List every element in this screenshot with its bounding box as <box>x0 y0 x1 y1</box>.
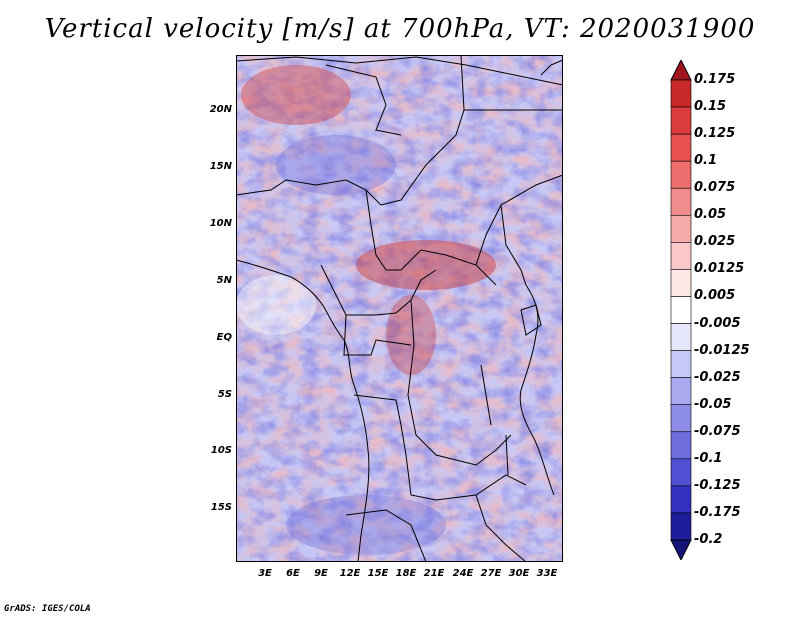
lat-label-10s: 10S <box>210 445 232 456</box>
lon-label-3e: 3E <box>258 568 272 579</box>
colorbar-segment <box>670 350 692 378</box>
colorbar-level-label: 0.075 <box>694 180 736 196</box>
colorbar-segment <box>670 133 692 162</box>
colorbar-segment <box>670 106 692 135</box>
colorbar-level-label: -0.005 <box>694 315 741 331</box>
coastlines-and-borders <box>236 55 563 562</box>
west-africa-coastline <box>236 259 370 562</box>
field-blue-patches <box>236 55 563 562</box>
lat-label-5n: 5N <box>216 275 232 286</box>
colorbar-level-label: 0.05 <box>694 207 727 223</box>
descent-sahara <box>276 135 396 195</box>
colorbar-level-label: 0.1 <box>694 153 718 169</box>
lat-label-eq: EQ <box>216 332 232 343</box>
lon-label-24e: 24E <box>452 568 474 579</box>
border-line-2 <box>236 55 465 206</box>
mediterranean-coast <box>236 56 563 86</box>
colorbar-level-label: -0.125 <box>694 477 741 493</box>
colorbar-segment <box>670 431 692 460</box>
colorbar-level-label: 0.0125 <box>694 261 745 277</box>
border-line-1 <box>325 64 402 136</box>
lake-shore-1 <box>520 304 542 336</box>
colorbar <box>670 60 692 560</box>
lake-shore-2 <box>480 364 492 426</box>
lake-shore-3 <box>505 434 509 476</box>
border-line-9 <box>353 394 527 501</box>
colorbar-level-label: -0.05 <box>694 396 732 412</box>
colorbar-segment <box>670 404 692 433</box>
border-line-8 <box>407 299 512 466</box>
lat-label-10n: 10N <box>209 218 232 229</box>
colorbar-segment <box>670 214 692 243</box>
lon-label-33e: 33E <box>536 568 558 579</box>
colorbar-level-label: -0.2 <box>694 532 723 547</box>
colorbar-segment <box>670 269 692 297</box>
border-line-6 <box>320 264 437 316</box>
border-line-7 <box>343 314 412 356</box>
colorbar-level-label: 0.025 <box>694 234 736 250</box>
colorbar-segment <box>670 485 692 514</box>
colorbar-level-label: 0.005 <box>694 288 736 304</box>
lon-label-6e: 6E <box>286 568 300 579</box>
colorbar-segment <box>670 458 692 487</box>
colorbar-segment <box>670 160 692 189</box>
colorbar-level-label: 0.175 <box>694 72 736 87</box>
colorbar-level-label: -0.075 <box>694 423 741 439</box>
lon-label-9e: 9E <box>314 568 328 579</box>
border-line-12 <box>500 204 527 286</box>
descent-south <box>286 495 446 555</box>
strong-ascent-congo <box>386 295 436 375</box>
map-title: Vertical velocity [m/s] at 700hPa, VT: 2… <box>44 14 756 44</box>
colorbar-level-label: 0.15 <box>694 99 727 115</box>
colorbar-segment <box>670 79 692 108</box>
lon-label-27e: 27E <box>480 568 502 579</box>
colorbar-segment <box>670 377 692 406</box>
colorbar-segment <box>670 296 692 324</box>
red-sea-coast <box>540 59 563 76</box>
colorbar-segment <box>670 187 692 216</box>
descent-atlantic <box>236 275 316 335</box>
lon-label-12e: 12E <box>339 568 361 579</box>
border-line-11 <box>475 494 527 562</box>
lat-label-20n: 20N <box>209 104 232 115</box>
colorbar-level-label: -0.175 <box>694 504 741 520</box>
colorbar-level-label: 0.125 <box>694 126 736 142</box>
colorbar-bottom-arrow <box>670 539 692 560</box>
vertical-velocity-map <box>236 55 563 562</box>
lon-label-21e: 21E <box>423 568 445 579</box>
east-africa-coastline <box>519 284 555 496</box>
colorbar-level-label: -0.0125 <box>694 342 750 358</box>
lon-label-15e: 15E <box>367 568 389 579</box>
colorbar-top-arrow <box>670 60 692 81</box>
colorbar-segment <box>670 512 692 541</box>
lon-label-18e: 18E <box>395 568 417 579</box>
border-line-3 <box>365 189 497 286</box>
border-line-10 <box>345 509 427 562</box>
colorbar-level-label: -0.025 <box>694 369 741 385</box>
lat-label-15n: 15N <box>209 161 232 172</box>
grads-credit: GrADS: IGES/COLA <box>4 604 91 614</box>
strong-ascent-north <box>241 65 351 125</box>
colorbar-segment <box>670 323 692 351</box>
colorbar-segment <box>670 242 692 270</box>
lon-label-30e: 30E <box>508 568 530 579</box>
strong-ascent-central <box>356 240 496 290</box>
map-frame <box>236 55 563 562</box>
colorbar-level-label: -0.1 <box>694 450 723 466</box>
lat-label-5s: 5S <box>217 389 232 400</box>
lat-label-15s: 15S <box>210 502 232 513</box>
